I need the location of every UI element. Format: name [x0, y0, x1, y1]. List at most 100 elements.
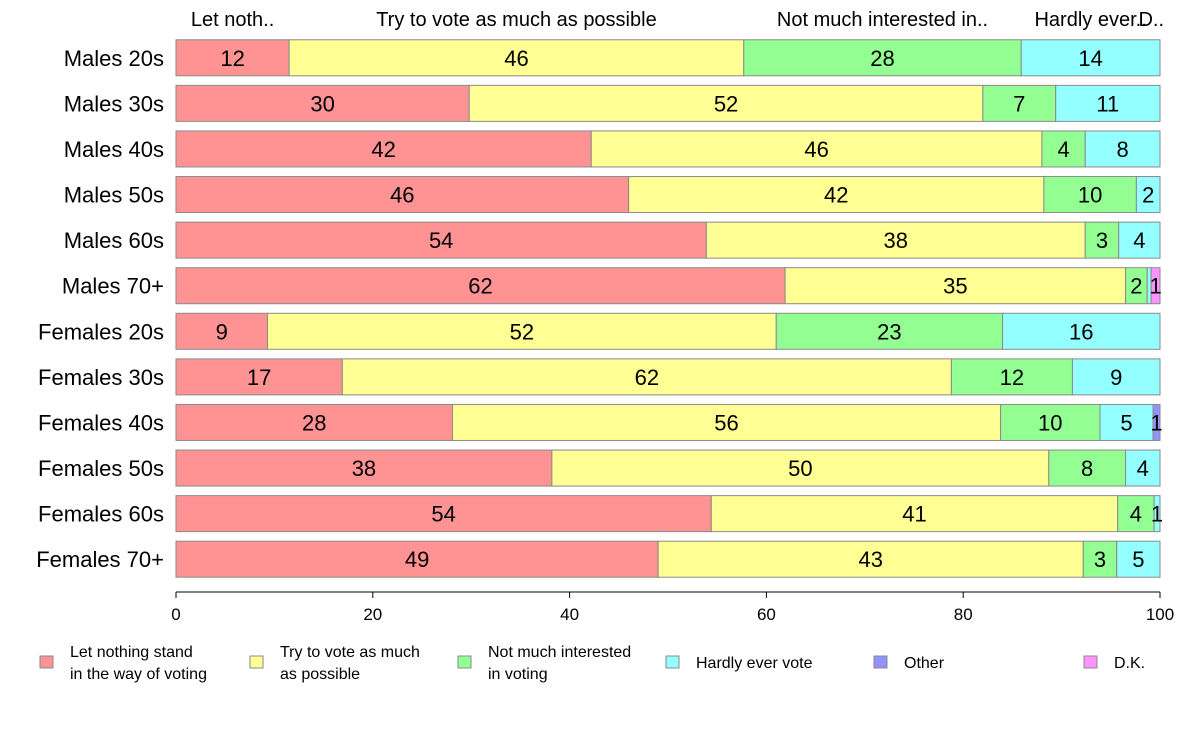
bar-females-30s-hardly-ever-vote: [1071, 358, 1161, 396]
legend-label-let-nothing-stand-in-the-way-of-voting: Let nothing stand in the way of voting: [70, 644, 207, 683]
bar-males-20s-try-to-vote-as-much-as-possible: [288, 39, 745, 77]
category-label-males-40s: Males 40s: [64, 137, 164, 162]
category-label-males-30s: Males 30s: [64, 91, 164, 116]
legend-swatch-d-k: [1083, 655, 1098, 669]
value-label-males-20s-not-much-interested-in-voting: 28: [870, 46, 894, 71]
value-label-females-40s-not-much-interested-in-voting: 10: [1038, 410, 1062, 435]
bar-females-60s-not-much-interested-in-voting: [1117, 495, 1155, 533]
category-label-females-40s: Females 40s: [38, 410, 164, 435]
bar-females-50s-hardly-ever-vote: [1125, 449, 1161, 487]
value-label-females-40s-try-to-vote-as-much-as-possible: 56: [714, 410, 738, 435]
category-label-females-20s: Females 20s: [38, 319, 164, 344]
category-label-females-50s: Females 50s: [38, 456, 164, 481]
legend-label-hardly-ever-vote: Hardly ever vote: [696, 655, 813, 672]
value-label-females-50s-try-to-vote-as-much-as-possible: 50: [788, 456, 812, 481]
value-label-males-50s-hardly-ever-vote: 2: [1142, 183, 1154, 208]
value-label-females-60s-hardly-ever-vote: 1: [1151, 502, 1163, 527]
value-label-females-20s-not-much-interested-in-voting: 23: [877, 319, 901, 344]
value-label-males-70-try-to-vote-as-much-as-possible: 35: [943, 274, 967, 299]
bar-females-20s-not-much-interested-in-voting: [775, 312, 1004, 350]
x-tick-label-80: 80: [954, 605, 973, 624]
bar-males-30s-not-much-interested-in-voting: [982, 84, 1057, 122]
category-labels: Males 20s Males 30s Males 40s Males 50s Male…: [36, 46, 164, 572]
legend-label-try-to-vote-as-much-as-possible: Try to vote as much as possible: [280, 644, 420, 683]
legend-swatch-hardly-ever-vote: [665, 655, 680, 669]
bar-males-20s-not-much-interested-in-voting: [743, 39, 1022, 77]
bar-females-20s-try-to-vote-as-much-as-possible: [267, 312, 777, 350]
x-tick-label-0: 0: [171, 605, 180, 624]
top-label-hardly-ever-vote: Hardly ever..: [1034, 9, 1146, 31]
category-label-females-70: Females 70+: [36, 547, 164, 572]
x-tick-label-40: 40: [560, 605, 579, 624]
value-label-males-70-d-k: 1: [1149, 274, 1161, 299]
x-tick-label-20: 20: [363, 605, 382, 624]
legend-swatch-not-much-interested-in-voting: [457, 655, 472, 669]
category-label-males-60s: Males 60s: [64, 228, 164, 253]
value-label-males-70-let-nothing-stand-in-the-way-of-voting: 62: [468, 274, 492, 299]
bar-females-30s-not-much-interested-in-voting: [950, 358, 1073, 396]
value-label-females-30s-hardly-ever-vote: 9: [1110, 365, 1122, 390]
top-label-not-much-interested-in-voting: Not much interested in..: [777, 9, 988, 31]
bar-females-70-not-much-interested-in-voting: [1082, 540, 1118, 578]
bar-males-20s-let-nothing-stand-in-the-way-of-voting: [175, 39, 290, 77]
value-label-females-20s-let-nothing-stand-in-the-way-of-voting: 9: [216, 319, 228, 344]
bar-males-70-try-to-vote-as-much-as-possible: [784, 267, 1127, 305]
bar-males-30s-try-to-vote-as-much-as-possible: [468, 84, 984, 122]
value-label-females-70-not-much-interested-in-voting: 3: [1094, 547, 1106, 572]
bar-females-70-try-to-vote-as-much-as-possible: [657, 540, 1084, 578]
bar-females-20s-let-nothing-stand-in-the-way-of-voting: [175, 312, 269, 350]
value-label-males-40s-hardly-ever-vote: 8: [1116, 137, 1128, 162]
bar-females-20s-hardly-ever-vote: [1002, 312, 1161, 350]
category-label-males-70: Males 70+: [62, 274, 164, 299]
value-label-males-50s-try-to-vote-as-much-as-possible: 42: [824, 183, 848, 208]
bar-males-50s-hardly-ever-vote: [1135, 176, 1161, 214]
x-tick-label-100: 100: [1146, 605, 1174, 624]
value-label-males-70-not-much-interested-in-voting: 2: [1130, 274, 1142, 299]
bar-males-70-let-nothing-stand-in-the-way-of-voting: [175, 267, 786, 305]
bar-females-50s-try-to-vote-as-much-as-possible: [551, 449, 1050, 487]
legend-swatch-try-to-vote-as-much-as-possible: [249, 655, 264, 669]
value-label-males-60s-not-much-interested-in-voting: 3: [1096, 228, 1108, 253]
value-label-females-60s-not-much-interested-in-voting: 4: [1130, 502, 1142, 527]
bar-males-50s-let-nothing-stand-in-the-way-of-voting: [175, 176, 630, 214]
bar-females-50s-let-nothing-stand-in-the-way-of-voting: [175, 449, 553, 487]
bar-females-40s-other: [1152, 403, 1161, 441]
legend: Let nothing stand in the way of voting Try…: [39, 644, 1145, 683]
bar-females-30s-try-to-vote-as-much-as-possible: [341, 358, 952, 396]
value-label-females-50s-let-nothing-stand-in-the-way-of-voting: 38: [352, 456, 376, 481]
value-label-females-40s-let-nothing-stand-in-the-way-of-voting: 28: [302, 410, 326, 435]
bar-females-70-hardly-ever-vote: [1116, 540, 1161, 578]
bar-females-60s-let-nothing-stand-in-the-way-of-voting: [175, 495, 712, 533]
bar-males-50s-try-to-vote-as-much-as-possible: [628, 176, 1045, 214]
value-label-males-60s-let-nothing-stand-in-the-way-of-voting: 54: [429, 228, 453, 253]
value-label-males-30s-not-much-interested-in-voting: 7: [1013, 91, 1025, 116]
value-label-females-60s-try-to-vote-as-much-as-possible: 41: [902, 502, 926, 527]
bar-females-70-let-nothing-stand-in-the-way-of-voting: [175, 540, 659, 578]
value-label-males-60s-try-to-vote-as-much-as-possible: 38: [884, 228, 908, 253]
top-label-try-to-vote-as-much-as-possible: Try to vote as much as possible: [376, 9, 657, 31]
legend-swatch-let-nothing-stand-in-the-way-of-voting: [39, 655, 54, 669]
bar-females-60s-hardly-ever-vote: [1153, 495, 1161, 533]
value-label-females-20s-hardly-ever-vote: 16: [1069, 319, 1093, 344]
bar-males-40s-let-nothing-stand-in-the-way-of-voting: [175, 130, 592, 168]
value-label-males-50s-let-nothing-stand-in-the-way-of-voting: 46: [390, 183, 414, 208]
bar-females-60s-try-to-vote-as-much-as-possible: [710, 495, 1119, 533]
value-label-males-30s-let-nothing-stand-in-the-way-of-voting: 30: [310, 91, 334, 116]
category-label-females-60s: Females 60s: [38, 502, 164, 527]
bar-males-30s-hardly-ever-vote: [1055, 84, 1161, 122]
bar-females-30s-let-nothing-stand-in-the-way-of-voting: [175, 358, 343, 396]
value-label-females-30s-try-to-vote-as-much-as-possible: 62: [635, 365, 659, 390]
bar-males-60s-hardly-ever-vote: [1118, 221, 1161, 259]
value-label-females-40s-hardly-ever-vote: 5: [1120, 410, 1132, 435]
value-label-females-60s-let-nothing-stand-in-the-way-of-voting: 54: [431, 502, 455, 527]
value-label-females-30s-let-nothing-stand-in-the-way-of-voting: 17: [247, 365, 271, 390]
value-label-females-70-hardly-ever-vote: 5: [1132, 547, 1144, 572]
value-label-males-30s-hardly-ever-vote: 11: [1096, 91, 1119, 116]
legend-label-not-much-interested-in-voting: Not much interested in voting: [488, 644, 631, 683]
value-label-females-50s-not-much-interested-in-voting: 8: [1081, 456, 1093, 481]
value-label-males-40s-not-much-interested-in-voting: 4: [1057, 137, 1069, 162]
bar-males-70-d-k: [1150, 267, 1161, 305]
bar-males-20s-hardly-ever-vote: [1020, 39, 1161, 77]
